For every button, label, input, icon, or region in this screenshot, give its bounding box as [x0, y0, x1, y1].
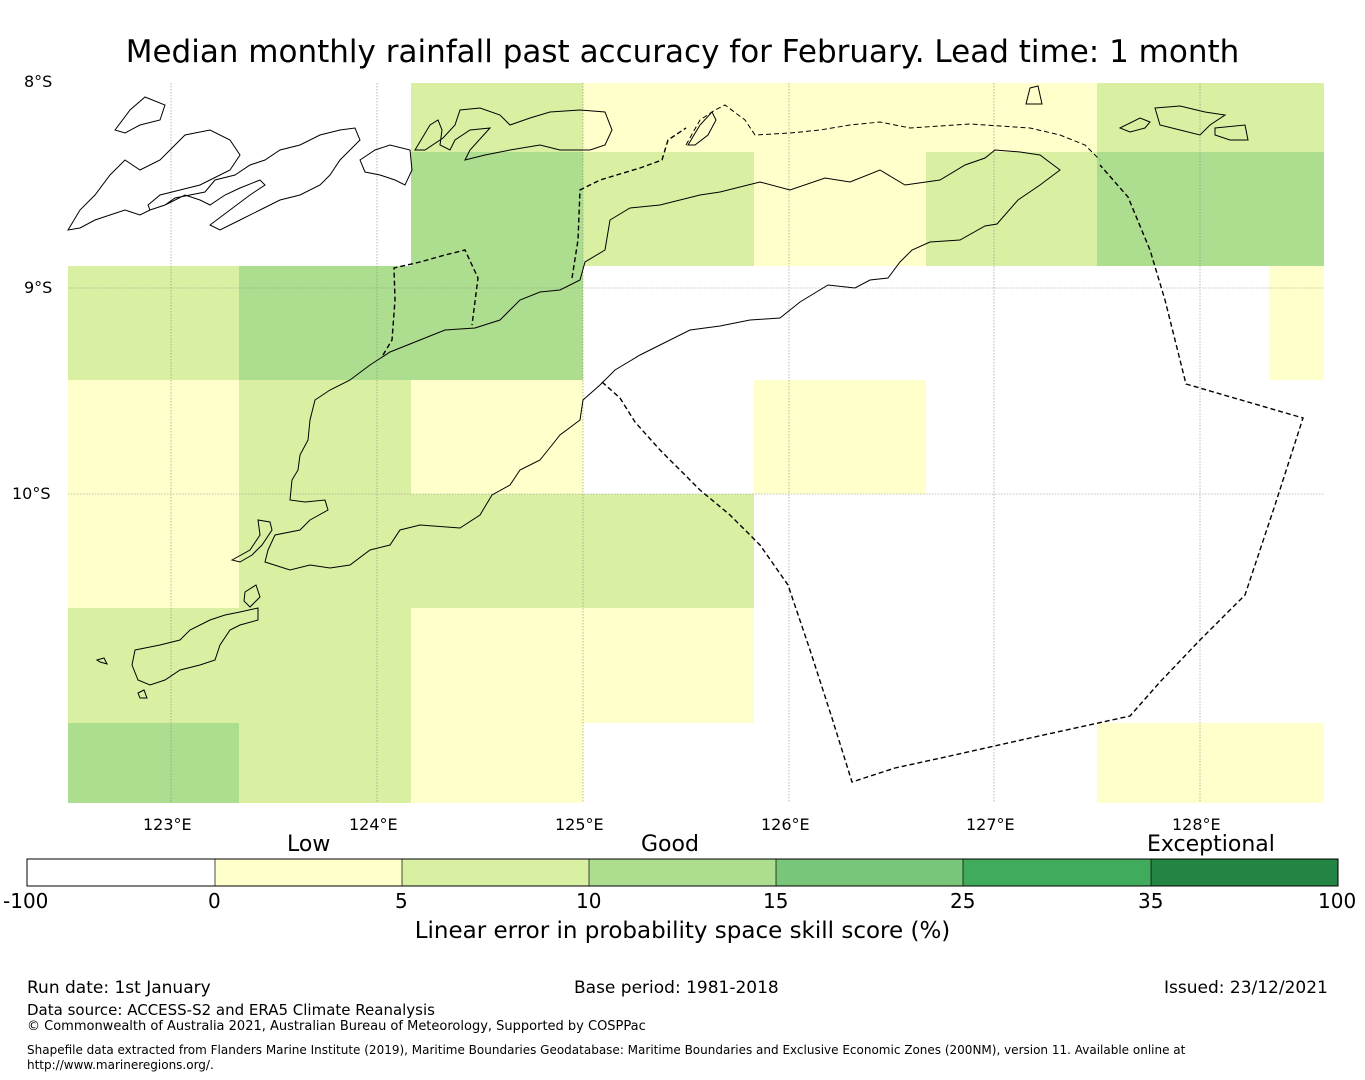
lon-label: 127°E: [966, 815, 1015, 834]
page-title: Median monthly rainfall past accuracy fo…: [125, 34, 1240, 70]
island-coastline: [137, 689, 148, 699]
grid-cell: [68, 723, 239, 803]
lat-label: 8°S: [24, 72, 53, 91]
island-coastline: [114, 96, 166, 134]
wetar-coastline: [685, 104, 1101, 161]
colorbar-tick: 10: [576, 889, 602, 913]
colorbar-label: Linear error in probability space skill …: [414, 918, 951, 944]
alor-coastline: [414, 107, 613, 161]
grid-cell: [239, 723, 411, 803]
shapefile-url: http://www.marineregions.org/.: [27, 1058, 214, 1072]
grid-cell: [583, 152, 754, 266]
grid-cell: [754, 152, 926, 266]
colorbar-tick: 25: [950, 889, 976, 913]
base-period: Base period: 1981-2018: [574, 978, 779, 998]
grid-cell: [754, 380, 926, 494]
grid-cell: [411, 608, 754, 723]
run-date: Run date: 1st January: [27, 978, 211, 998]
grid-cell: [1097, 83, 1324, 152]
eez-boundary-west: [571, 127, 687, 279]
shapefile-credit: Shapefile data extracted from Flanders M…: [27, 1043, 1186, 1057]
eez-boundary-south: [601, 164, 1304, 783]
colorbar-segment: [963, 859, 1151, 886]
copyright: © Commonwealth of Australia 2021, Austra…: [27, 1019, 646, 1034]
lon-label: 123°E: [143, 815, 192, 834]
category-exceptional: Exceptional: [1147, 832, 1275, 857]
grid-cell: [411, 380, 583, 494]
rote-coastline: [131, 607, 259, 686]
lon-label: 125°E: [555, 815, 604, 834]
grid-cell: [411, 723, 583, 803]
grid-cell: [1097, 152, 1324, 266]
data-source: Data source: ACCESS-S2 and ERA5 Climate …: [27, 1001, 435, 1019]
colorbar-tick: -100: [3, 889, 49, 913]
category-low: Low: [287, 832, 331, 857]
colorbar-segment: [27, 859, 215, 886]
lat-label: 9°S: [24, 278, 53, 297]
grid-cell: [411, 152, 583, 266]
grid-cell: [68, 266, 239, 380]
island-coastline: [1214, 124, 1249, 141]
oecusse-boundary: [382, 249, 479, 356]
coastlines: [67, 85, 1249, 699]
grid-cell: [239, 266, 583, 380]
colorbar-segment: [589, 859, 776, 886]
skill-grid-cells: [68, 83, 1324, 803]
lon-label: 128°E: [1172, 815, 1221, 834]
island-coastline: [687, 111, 717, 146]
island-coastline: [95, 657, 108, 665]
colorbar-tick: 0: [208, 889, 221, 913]
maritime-boundaries: [382, 127, 1304, 783]
grid-cell: [68, 608, 411, 723]
timor-coastline: [264, 149, 1061, 571]
island-coastline: [359, 144, 413, 186]
lon-label: 124°E: [349, 815, 398, 834]
colorbar: [26, 858, 1339, 887]
grid-cell: [1097, 723, 1324, 803]
graticule: [68, 83, 1324, 803]
colorbar-tick: 100: [1318, 889, 1357, 913]
grid-cell: [239, 380, 411, 494]
flores-coastline: [67, 127, 361, 231]
grid-cell: [239, 494, 754, 608]
grid-cell: [926, 152, 1097, 266]
colorbar-segment: [776, 859, 963, 886]
island-coastline: [230, 519, 273, 563]
lat-label: 10°S: [12, 484, 51, 503]
colorbar-tick: 35: [1138, 889, 1164, 913]
island-coastline: [243, 584, 261, 608]
colorbar-segment: [402, 859, 589, 886]
island-coastline: [1154, 105, 1227, 136]
category-good: Good: [641, 832, 699, 857]
grid-cell: [1269, 266, 1324, 380]
island-coastline: [1025, 85, 1043, 105]
colorbar-tick: 15: [763, 889, 789, 913]
colorbar-segment: [215, 859, 402, 886]
island-coastline: [1118, 117, 1151, 133]
colorbar-segment: [1151, 859, 1338, 886]
grid-cell: [583, 83, 1097, 152]
colorbar-tick: 5: [395, 889, 408, 913]
lon-label: 126°E: [761, 815, 810, 834]
issued-date: Issued: 23/12/2021: [1164, 978, 1328, 998]
